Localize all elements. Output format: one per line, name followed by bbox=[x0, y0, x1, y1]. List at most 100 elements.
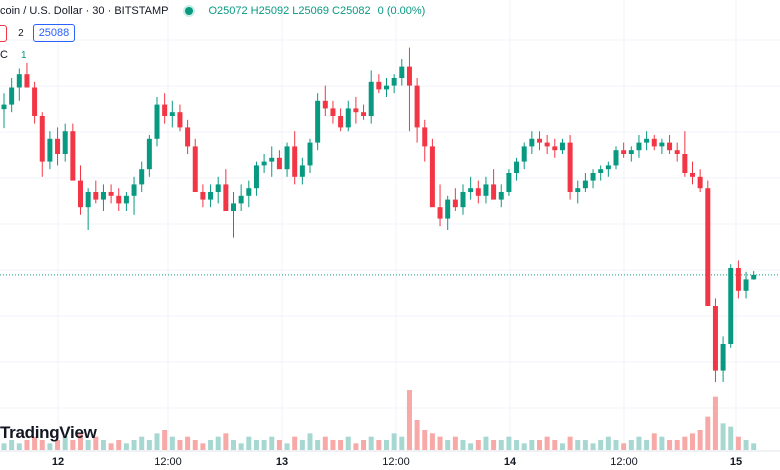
volume-bar bbox=[376, 440, 382, 450]
volume-bar bbox=[253, 440, 259, 450]
volume-bar bbox=[70, 440, 76, 450]
volume-bar bbox=[116, 440, 122, 450]
candle bbox=[529, 131, 535, 154]
volume-bar bbox=[529, 440, 535, 450]
volume-bar bbox=[644, 440, 650, 450]
candle bbox=[628, 146, 634, 162]
candle bbox=[9, 78, 15, 113]
time-tick-label: 12:00 bbox=[382, 456, 410, 468]
volume-bar bbox=[460, 440, 466, 450]
volume-bar bbox=[39, 440, 45, 450]
buy-price-tag[interactable]: 25088 bbox=[32, 24, 76, 42]
volume-bar bbox=[445, 440, 451, 450]
candle bbox=[452, 188, 458, 211]
candle bbox=[131, 176, 137, 215]
candle bbox=[169, 100, 175, 128]
candle bbox=[621, 142, 627, 158]
symbol-title[interactable]: coin / U.S. Dollar · 30 · BITSTAMP bbox=[0, 5, 169, 17]
candle bbox=[705, 180, 711, 306]
volume-bar bbox=[100, 440, 106, 450]
low-value: 25069 bbox=[298, 5, 329, 17]
close-value: 25082 bbox=[340, 5, 371, 17]
volume-bar bbox=[269, 436, 275, 450]
volume-bar bbox=[9, 440, 15, 450]
time-tick-label: 13 bbox=[276, 456, 288, 468]
candle bbox=[162, 93, 168, 124]
time-tick-label: 12 bbox=[52, 456, 64, 468]
candle bbox=[391, 74, 397, 94]
candle bbox=[743, 271, 749, 299]
candle bbox=[582, 173, 588, 192]
volume-bar bbox=[399, 436, 405, 450]
candle bbox=[651, 135, 657, 151]
volume-bar bbox=[743, 440, 749, 450]
candle bbox=[315, 93, 321, 151]
volume-bar bbox=[47, 443, 53, 450]
volume-bar bbox=[368, 436, 374, 450]
time-tick-label: 12:00 bbox=[154, 456, 182, 468]
volume-bar bbox=[353, 443, 359, 450]
volume-bar bbox=[62, 436, 68, 450]
candle bbox=[47, 131, 53, 170]
candle bbox=[368, 70, 374, 124]
candle bbox=[223, 169, 229, 211]
time-tick-label: 14 bbox=[504, 456, 517, 468]
candle bbox=[674, 142, 680, 162]
volume-bar bbox=[429, 433, 435, 450]
candle bbox=[422, 119, 428, 162]
candle bbox=[238, 184, 244, 211]
candle bbox=[644, 131, 650, 151]
candle bbox=[154, 97, 160, 147]
candle bbox=[185, 119, 191, 154]
candle bbox=[445, 195, 451, 230]
volume-bar bbox=[437, 436, 443, 450]
candle bbox=[284, 142, 290, 177]
candle bbox=[93, 180, 99, 204]
volume-bar bbox=[582, 440, 588, 450]
volume-bar bbox=[391, 433, 397, 450]
volume-bar bbox=[200, 443, 206, 450]
high-label: H bbox=[250, 5, 259, 17]
candle bbox=[483, 176, 489, 204]
candle bbox=[468, 176, 474, 200]
market-status-dot-icon bbox=[185, 7, 194, 15]
volume-bar bbox=[514, 440, 520, 450]
volume-bar bbox=[598, 440, 604, 450]
candle bbox=[506, 169, 512, 196]
candle bbox=[552, 138, 558, 158]
candle bbox=[498, 184, 504, 208]
volume-bar bbox=[208, 440, 214, 450]
candle bbox=[62, 123, 68, 162]
volume-bar bbox=[720, 423, 726, 450]
volume-bar bbox=[299, 440, 305, 450]
volume-bar bbox=[345, 436, 351, 450]
volume-bar bbox=[697, 430, 703, 450]
volume-bars bbox=[1, 390, 757, 450]
volume-bar bbox=[667, 440, 673, 450]
volume-bar bbox=[108, 443, 114, 450]
volume-bar bbox=[284, 443, 290, 450]
candle bbox=[100, 184, 106, 211]
candle bbox=[269, 146, 275, 177]
volume-bar bbox=[16, 443, 22, 450]
candle bbox=[728, 264, 734, 348]
candle bbox=[276, 150, 282, 170]
change-value: 0 (0.00%) bbox=[377, 5, 426, 17]
indicator-row: 2 25088 bbox=[0, 24, 76, 42]
candle bbox=[338, 108, 344, 132]
candle bbox=[292, 131, 298, 185]
volume-bar bbox=[406, 390, 412, 450]
tradingview-watermark: TradingView bbox=[0, 423, 97, 442]
candle bbox=[697, 169, 703, 192]
sell-tag-icon[interactable] bbox=[0, 24, 7, 42]
volume-bar bbox=[537, 440, 542, 450]
volume-bar bbox=[238, 443, 244, 450]
volume-bar bbox=[32, 436, 38, 450]
candle bbox=[299, 157, 305, 185]
high-value: 25092 bbox=[258, 5, 290, 17]
volume-bar bbox=[468, 443, 474, 450]
candle bbox=[460, 184, 466, 215]
volume-bar bbox=[521, 443, 527, 450]
spread-value: 2 bbox=[18, 28, 24, 39]
